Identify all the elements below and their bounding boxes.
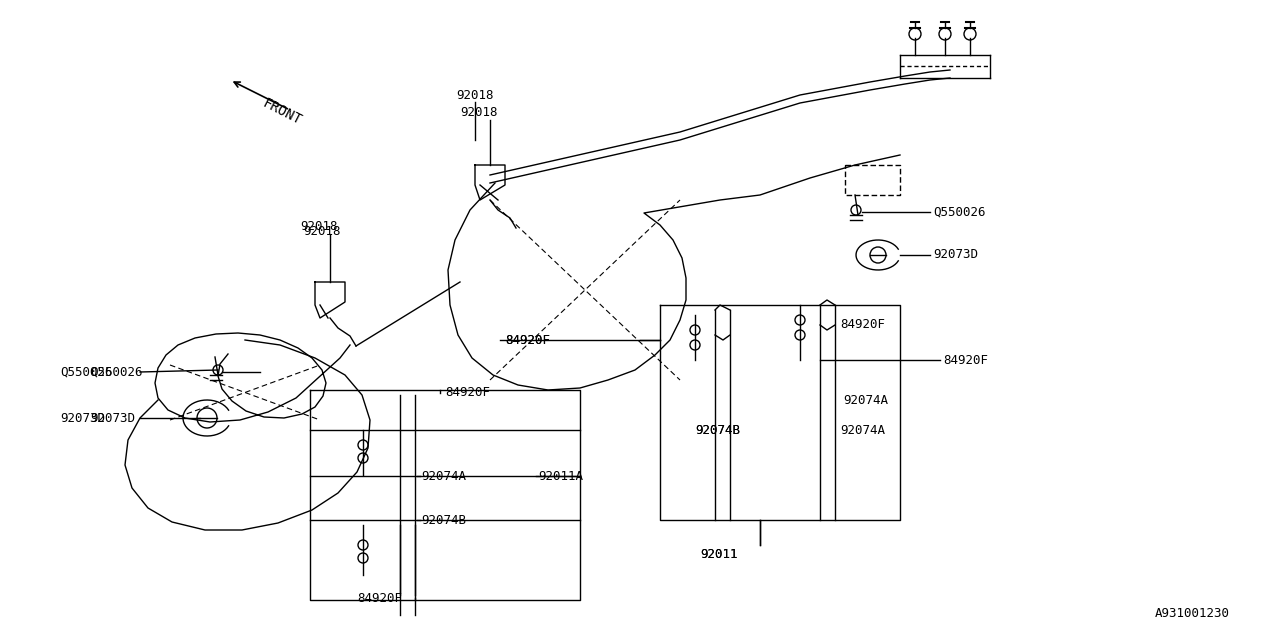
Text: 92074A: 92074A — [840, 424, 884, 436]
Text: 92018: 92018 — [456, 89, 494, 102]
Text: 84920F: 84920F — [506, 333, 550, 346]
Text: 92018: 92018 — [460, 106, 498, 118]
Text: 92074B: 92074B — [695, 424, 740, 436]
Text: 84920F: 84920F — [506, 333, 550, 346]
Text: 84920F: 84920F — [445, 387, 490, 399]
Text: Q550026: Q550026 — [90, 365, 142, 378]
Text: Q550026: Q550026 — [60, 365, 113, 378]
Text: 92073D: 92073D — [90, 412, 134, 424]
Text: 92074B: 92074B — [421, 513, 466, 527]
Text: 92011A: 92011A — [538, 470, 582, 483]
Text: 84920F: 84920F — [840, 319, 884, 332]
Text: 84920F: 84920F — [943, 353, 988, 367]
Text: 92074B: 92074B — [695, 424, 740, 436]
Text: 92074A: 92074A — [844, 394, 888, 406]
Text: 92018: 92018 — [303, 225, 340, 238]
Text: Q550026: Q550026 — [933, 205, 986, 218]
Text: 92011: 92011 — [700, 548, 737, 561]
Text: FRONT: FRONT — [260, 96, 303, 128]
Text: 92018: 92018 — [300, 220, 338, 232]
Text: 92073D: 92073D — [933, 248, 978, 262]
Text: A931001230: A931001230 — [1155, 607, 1230, 620]
Text: 92074A: 92074A — [421, 470, 466, 483]
Text: 92011: 92011 — [700, 548, 737, 561]
Text: 84920F: 84920F — [357, 591, 402, 605]
Text: 92073D: 92073D — [60, 412, 105, 424]
